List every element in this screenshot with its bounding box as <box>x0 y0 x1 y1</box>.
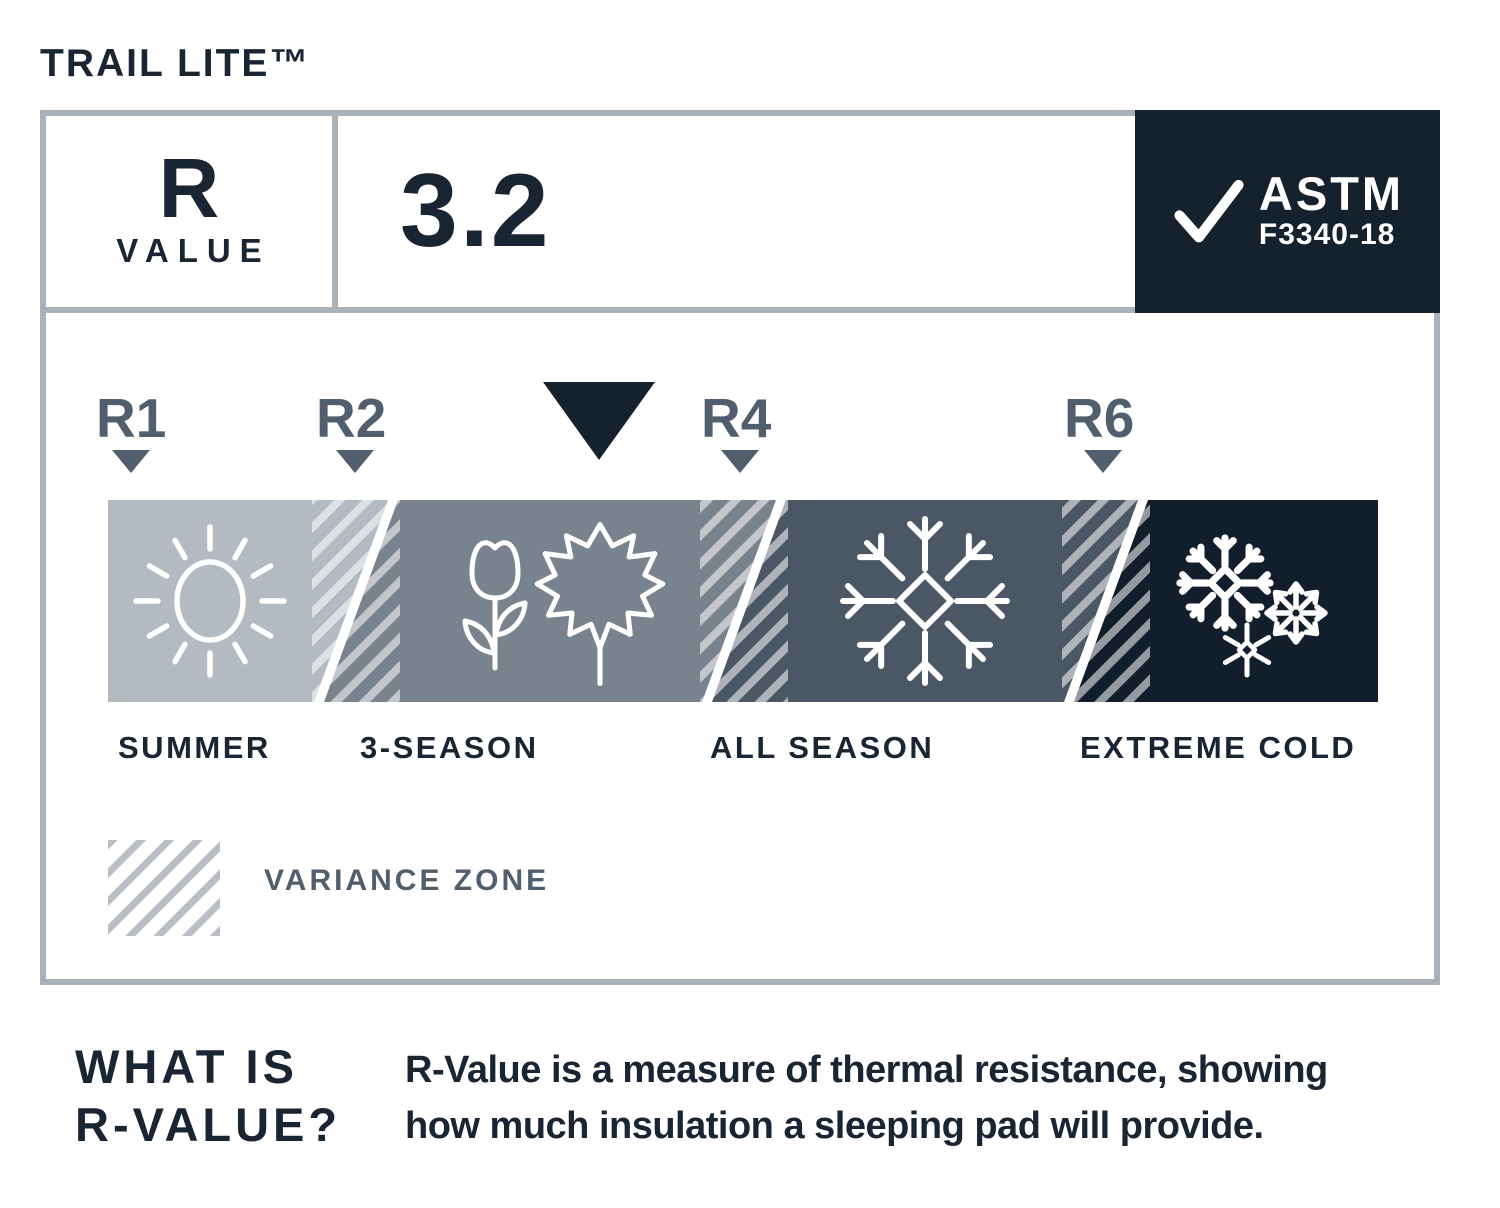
snowflake-cluster-icon <box>1180 538 1328 678</box>
astm-org: ASTM <box>1258 167 1405 220</box>
tick-triangle-r6 <box>1084 450 1122 473</box>
r-value-indicator-triangle <box>543 382 655 460</box>
astm-text: ASTM F3340-18 <box>1259 170 1404 253</box>
footer-description-line2: how much insulation a sleeping pad will … <box>405 1105 1264 1147</box>
rating-scale-bar <box>108 500 1378 702</box>
zone-label-summer: SUMMER <box>118 730 271 765</box>
astm-standard: F3340-18 <box>1258 218 1396 251</box>
r-value-number: 3.2 <box>400 153 551 269</box>
diagonal-hatch-swatch <box>108 840 220 936</box>
zone-label-3-season: 3-SEASON <box>360 730 539 765</box>
scale-marker-r4: R4 <box>701 387 772 449</box>
zone-label-extreme-cold: EXTREME COLD <box>1080 730 1357 765</box>
cell-divider <box>332 116 338 307</box>
tulip-icon <box>462 540 528 671</box>
variance-zone-2 <box>700 500 788 702</box>
footer-heading-line1: WHAT IS <box>75 1040 298 1093</box>
footer-heading: WHAT IS R-VALUE? <box>75 1038 341 1154</box>
tick-triangle-r1 <box>112 450 150 473</box>
checkmark-icon <box>1174 179 1244 242</box>
variance-zone-1 <box>312 500 400 702</box>
tick-triangle-r2 <box>336 450 374 473</box>
tick-triangle-r4 <box>721 450 759 473</box>
footer-description: R-Value is a measure of thermal resistan… <box>405 1042 1328 1154</box>
variance-zone-legend-label: VARIANCE ZONE <box>264 864 550 897</box>
r-letter: R <box>158 140 220 235</box>
row-divider <box>40 307 1440 313</box>
value-word: VALUE <box>116 232 271 270</box>
zone-extreme-cold <box>1150 500 1378 702</box>
product-title: TRAIL LITE™ <box>40 42 311 85</box>
variance-zone-3 <box>1062 500 1150 702</box>
scale-marker-r6: R6 <box>1064 387 1135 449</box>
r-value-label-cell: R VALUE <box>46 116 332 307</box>
scale-marker-r1: R1 <box>96 387 167 449</box>
zone-3-season <box>400 500 700 702</box>
scale-marker-r2: R2 <box>316 387 387 449</box>
r-value-score-cell: 3.2 <box>338 116 1123 307</box>
zone-label-all-season: ALL SEASON <box>710 730 935 765</box>
sun-icon <box>133 524 287 678</box>
footer-heading-line2: R-VALUE? <box>75 1098 342 1151</box>
footer-description-line1: R-Value is a measure of thermal resistan… <box>405 1049 1328 1091</box>
astm-certification-badge: ASTM F3340-18 <box>1135 110 1440 313</box>
rating-panel: R VALUE 3.2 ASTM F3340-18 R1 R2 R4 R6 <box>40 110 1440 985</box>
maple-leaf-icon <box>534 522 666 687</box>
